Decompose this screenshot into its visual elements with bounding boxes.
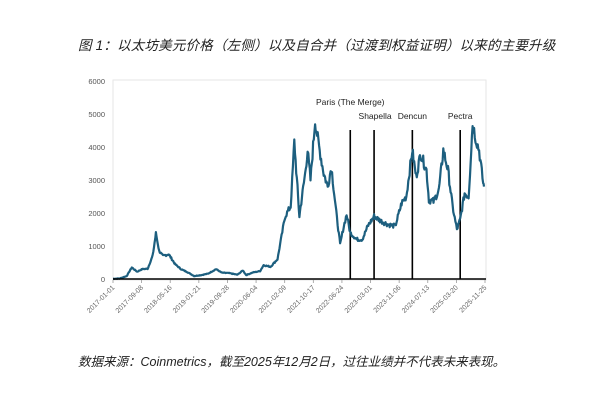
x-tick-label: 2021-10-17	[286, 284, 316, 314]
y-tick-label: 2000	[88, 209, 105, 218]
y-tick-label: 3000	[88, 176, 105, 185]
upgrade-label: Paris (The Merge)	[316, 97, 385, 107]
x-tick-label: 2019-01-21	[172, 284, 202, 314]
x-axis-ticks: 2017-01-012017-09-082018-05-162019-01-21…	[86, 280, 488, 315]
upgrade-label: Pectra	[448, 111, 473, 121]
x-tick-label: 2024-07-13	[401, 284, 431, 314]
upgrade-label: Shapella	[359, 111, 392, 121]
x-tick-label: 2017-09-08	[115, 284, 145, 314]
upgrade-label: Dencun	[398, 111, 428, 121]
price-line	[112, 123, 486, 280]
x-tick-label: 2022-06-24	[315, 284, 345, 314]
x-tick-label: 2023-11-06	[373, 284, 403, 314]
y-tick-label: 0	[101, 275, 105, 284]
y-tick-label: 4000	[88, 143, 105, 152]
x-tick-label: 2025-11-25	[459, 284, 489, 314]
x-tick-label: 2020-06-04	[229, 284, 259, 314]
x-tick-label: 2023-03-01	[344, 284, 374, 314]
eth-price-chart: 0 1000 2000 3000 4000 5000 6000 2017-01-012017…	[86, 77, 488, 315]
x-tick-label: 2025-03-20	[430, 284, 460, 314]
source-note: 数据来源：Coinmetrics，截至2025年12月2日，过往业绩并不代表未来…	[78, 355, 506, 369]
chart-title: 图 1：以太坊美元价格（左侧）以及自合并（过渡到权益证明）以来的主要升级	[78, 38, 556, 53]
y-tick-label: 5000	[88, 110, 105, 119]
x-tick-label: 2017-01-01	[86, 284, 116, 314]
x-tick-label: 2019-09-28	[201, 284, 231, 314]
y-tick-label: 1000	[88, 242, 105, 251]
plot-frame	[112, 79, 487, 281]
y-tick-label: 6000	[88, 77, 105, 86]
x-tick-label: 2018-05-16	[143, 284, 173, 314]
x-tick-label: 2021-02-09	[258, 284, 288, 314]
chart-area: 0 1000 2000 3000 4000 5000 6000 2017-01-01 2017…	[78, 72, 498, 344]
y-axis-ticks: 0 1000 2000 3000 4000 5000 6000	[88, 77, 105, 284]
upgrade-annotations: Paris (The Merge) Shapella Dencun Pectra	[316, 97, 473, 279]
